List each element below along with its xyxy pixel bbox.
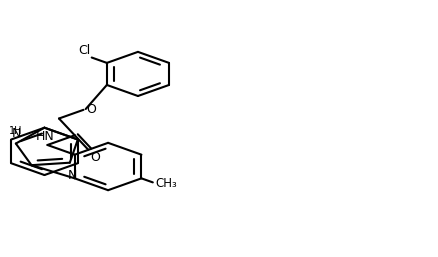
Text: HN: HN (36, 130, 54, 143)
Text: N: N (12, 127, 21, 140)
Text: 1H: 1H (9, 126, 22, 136)
Text: O: O (86, 103, 96, 116)
Text: N: N (67, 169, 77, 182)
Text: Cl: Cl (78, 44, 90, 57)
Text: CH₃: CH₃ (155, 177, 177, 190)
Text: O: O (90, 151, 100, 164)
